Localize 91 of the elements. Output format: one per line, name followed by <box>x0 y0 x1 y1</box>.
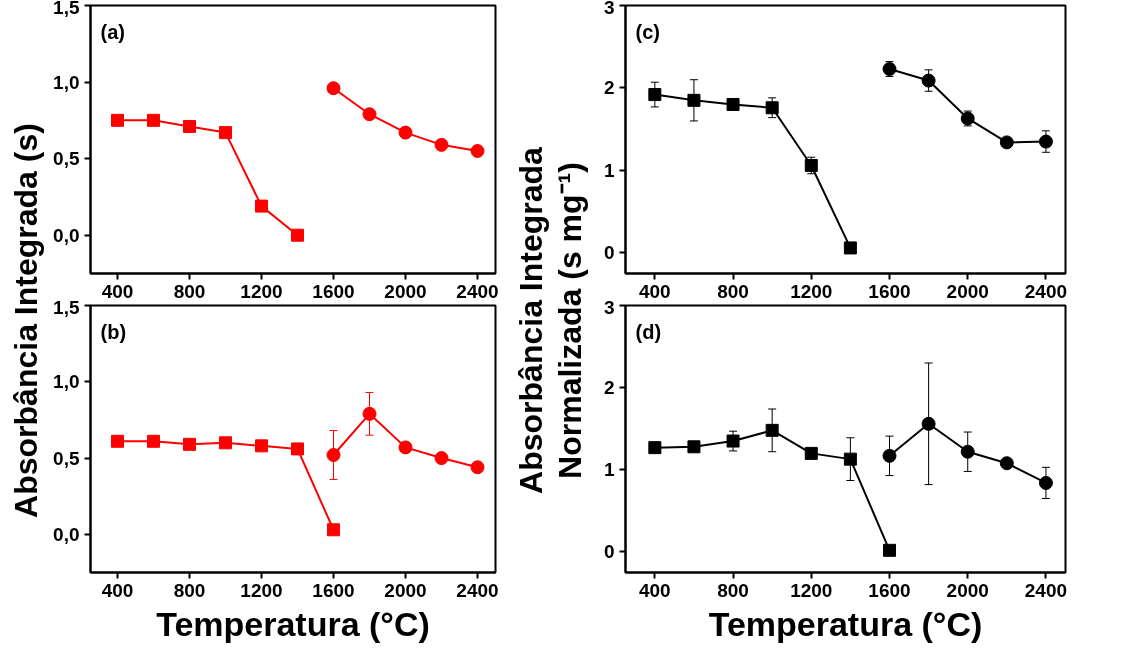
point <box>804 446 818 460</box>
point <box>255 199 268 213</box>
x-tick-label: 800 <box>717 579 749 601</box>
x-tick-label: 800 <box>173 579 206 601</box>
point <box>147 434 160 448</box>
point <box>882 448 897 463</box>
point <box>960 444 975 459</box>
point <box>434 137 449 152</box>
point <box>1038 475 1053 490</box>
point <box>1038 134 1053 149</box>
x-tick-label: 2400 <box>456 579 499 601</box>
point <box>398 125 413 140</box>
y-tick-label: 3 <box>603 296 615 318</box>
y-tick-label: 1,5 <box>53 0 80 18</box>
annotation: (a) <box>100 20 125 43</box>
annotation: (d) <box>635 320 662 343</box>
y-tick-label: 0 <box>603 541 615 563</box>
x-tick-label: 400 <box>638 280 671 302</box>
point <box>183 437 196 451</box>
x-tick-label: 2400 <box>1024 280 1068 302</box>
annotation: (c) <box>635 20 660 43</box>
y-tick-label: 0,0 <box>53 224 80 246</box>
y-tick-label: 1,0 <box>53 71 80 93</box>
point <box>999 456 1014 471</box>
point <box>470 460 485 475</box>
point <box>111 434 124 448</box>
x-tick-label: 2000 <box>384 280 427 302</box>
y-tick-label: 0 <box>603 242 615 264</box>
point <box>648 441 662 455</box>
y-axis-title: Absorbância Integrada Normalizada (s mg⁻¹) <box>512 146 589 494</box>
point <box>255 439 268 453</box>
x-tick-label: 1200 <box>240 280 283 302</box>
y-tick-label: 1 <box>603 459 615 481</box>
annotation: (b) <box>100 320 127 343</box>
point <box>147 113 160 127</box>
point <box>687 93 701 107</box>
y-tick-label: 0,5 <box>53 447 80 469</box>
point <box>291 228 304 242</box>
x-tick-label: 2000 <box>384 579 427 601</box>
y-tick-label: 0,0 <box>53 523 80 545</box>
point <box>883 543 896 557</box>
point <box>999 135 1014 150</box>
point <box>219 126 232 140</box>
x-tick-label: 1600 <box>868 579 911 601</box>
x-tick-label: 400 <box>101 280 134 302</box>
y-tick-label: 3 <box>603 0 615 18</box>
x-axis-title: Temperatura (°C) <box>708 604 983 643</box>
x-tick-label: 1200 <box>790 280 833 302</box>
y-tick-label: 2 <box>603 377 615 399</box>
point <box>726 97 740 111</box>
point <box>362 406 377 421</box>
x-tick-label: 2000 <box>946 579 989 601</box>
x-tick-label: 1200 <box>790 579 833 601</box>
x-tick-label: 400 <box>101 579 134 601</box>
y-axis-title: Absorbância Integrada (s) <box>7 123 44 518</box>
x-tick-label: 1600 <box>312 579 355 601</box>
x-tick-label: 800 <box>717 280 749 302</box>
x-tick-label: 1600 <box>312 280 355 302</box>
point <box>326 448 341 463</box>
x-tick-label: 1200 <box>240 579 283 601</box>
x-axis-title: Temperatura (°C) <box>156 604 430 643</box>
y-tick-label: 2 <box>603 77 615 99</box>
point <box>327 523 340 537</box>
point <box>326 81 341 96</box>
x-tick-label: 1600 <box>868 280 911 302</box>
point <box>921 73 936 88</box>
y-tick-label: 1 <box>603 159 615 181</box>
point <box>111 113 124 127</box>
point <box>398 440 413 455</box>
y-tick-label: 1,0 <box>53 371 80 393</box>
x-tick-label: 2400 <box>456 280 499 302</box>
point <box>921 416 936 431</box>
x-tick-label: 400 <box>638 579 671 601</box>
x-tick-label: 800 <box>173 280 206 302</box>
point <box>687 440 701 454</box>
point <box>765 423 779 437</box>
point <box>843 241 857 255</box>
point <box>291 442 304 456</box>
point <box>219 436 232 450</box>
point <box>765 101 779 115</box>
point <box>648 88 662 102</box>
y-tick-label: 1,5 <box>53 296 80 318</box>
x-tick-label: 2000 <box>946 280 989 302</box>
y-tick-label: 0,5 <box>53 148 80 170</box>
point <box>434 451 449 466</box>
point <box>183 119 196 133</box>
point <box>726 434 740 448</box>
point <box>843 452 857 466</box>
x-tick-label: 2400 <box>1024 579 1068 601</box>
point <box>362 107 377 122</box>
point <box>470 144 485 158</box>
